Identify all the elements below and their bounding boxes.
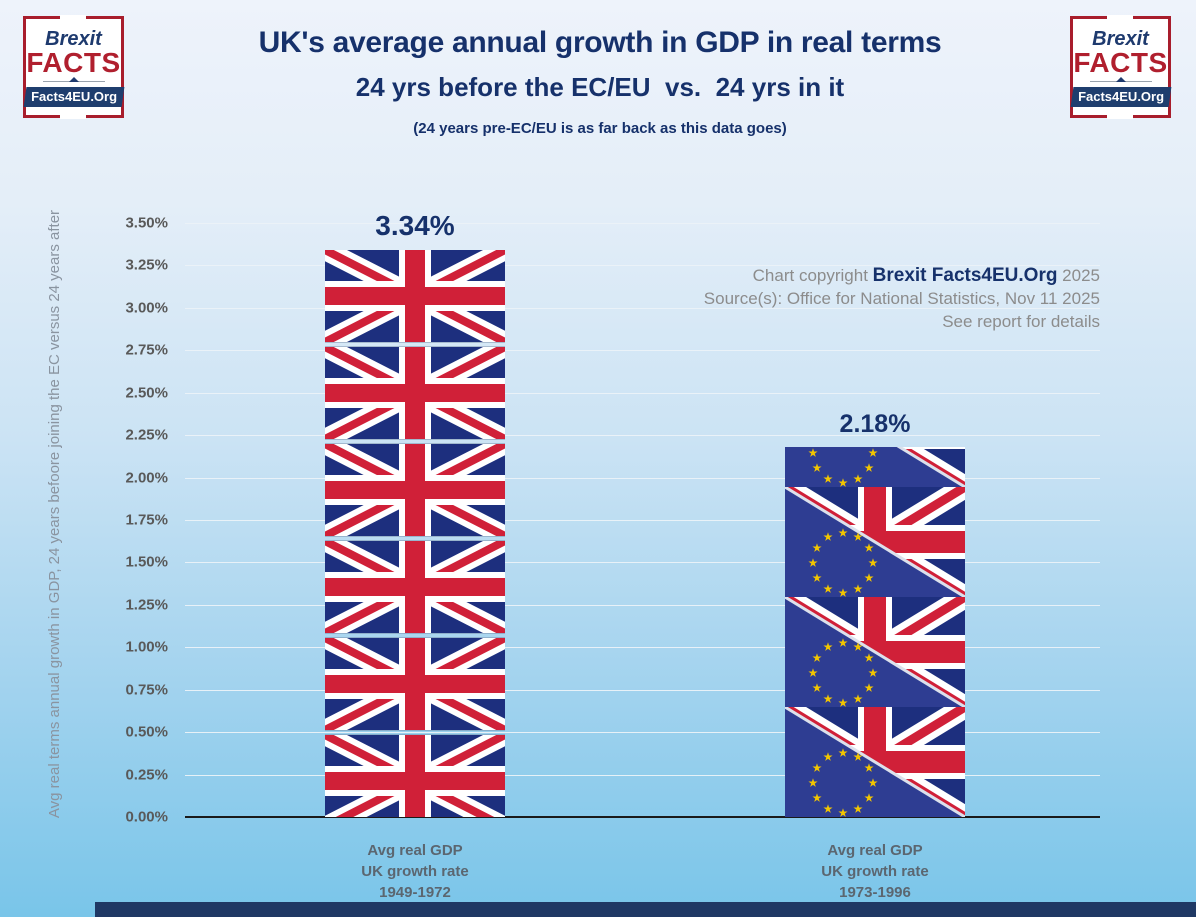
logo-banner: Facts4EU.Org	[23, 87, 124, 107]
y-tick-label: 1.25%	[125, 596, 168, 614]
union-jack-flag	[325, 637, 505, 731]
brexit-facts-logo-left: Brexit FACTS Facts4EU.Org	[23, 15, 124, 119]
logo-facts-text: FACTS	[26, 47, 121, 78]
triangle-icon	[1115, 77, 1126, 82]
union-jack-flag	[325, 734, 505, 817]
gridline	[185, 774, 1100, 776]
chart-note: (24 years pre-EC/EU is as far back as th…	[413, 120, 787, 137]
gridline	[185, 477, 1100, 479]
plot-area	[185, 223, 1100, 818]
logo-brexit-text: Brexit	[1092, 28, 1149, 50]
see-report-line: See report for details	[942, 312, 1100, 331]
logo-border-gap	[60, 114, 86, 119]
category-label-1949-1972: Avg real GDP UK growth rate 1949-1972	[361, 842, 469, 901]
gridline	[185, 392, 1100, 394]
gridline	[185, 307, 1100, 309]
eu-uk-split-flag	[785, 707, 965, 817]
eu-uk-split-flag	[785, 597, 965, 707]
bar-1949-1972: 3.34%	[325, 210, 505, 817]
logo-facts-text: FACTS	[1073, 47, 1168, 78]
category-label-1973-1996: Avg real GDP UK growth rate 1973-1996	[821, 842, 929, 901]
gridline	[185, 732, 1100, 734]
logo-brexit-text: Brexit	[45, 28, 102, 50]
gridline	[185, 265, 1100, 267]
y-tick-label: 3.00%	[125, 299, 168, 317]
gridline	[185, 604, 1100, 606]
y-tick-label: 0.25%	[125, 766, 168, 784]
brexit-facts-logo-right: Brexit FACTS Facts4EU.Org	[1070, 15, 1171, 119]
source-line: Source(s): Office for National Statistic…	[703, 289, 1100, 308]
y-tick-label: 2.50%	[125, 384, 168, 402]
logo-divider	[42, 77, 105, 82]
union-jack-flag	[325, 443, 505, 537]
logo-banner: Facts4EU.Org	[1070, 87, 1171, 107]
union-jack-flag	[325, 540, 505, 634]
y-tick-label: 3.50%	[125, 214, 168, 232]
y-tick-label: 1.75%	[125, 511, 168, 529]
eu-uk-flag-stack	[785, 447, 965, 817]
gridline	[185, 562, 1100, 564]
y-tick-label: 2.25%	[125, 426, 168, 444]
chart-subtitle: 24 yrs before the EC/EU vs. 24 yrs in it	[355, 72, 845, 102]
y-tick-label: 1.00%	[125, 638, 168, 656]
y-axis-tick-labels: 3.50% 3.25% 3.00% 2.75% 2.50% 2.25% 2.00% 1.75%…	[0, 215, 168, 826]
logo-divider	[1089, 77, 1152, 82]
y-tick-label: 2.75%	[125, 341, 168, 359]
copyright-block: Chart copyright Brexit Facts4EU.Org 2025…	[500, 264, 1100, 333]
y-tick-label: 3.25%	[125, 256, 168, 274]
gridline	[185, 223, 1100, 224]
logo-border-gap	[60, 15, 86, 20]
gridline	[185, 350, 1100, 352]
bar-value-label: 2.18%	[839, 410, 911, 438]
brand-name: Brexit Facts4EU.Org	[872, 265, 1058, 286]
gridline	[185, 435, 1100, 437]
union-jack-flag-stack	[325, 250, 505, 817]
y-tick-label: 2.00%	[125, 469, 168, 487]
chart-title: UK's average annual growth in GDP in rea…	[258, 26, 942, 59]
gridline	[185, 689, 1100, 691]
gridline	[185, 520, 1100, 521]
y-tick-label: 1.50%	[125, 553, 168, 571]
y-tick-label: 0.75%	[125, 681, 168, 699]
bar-1973-1996: 2.18%	[785, 410, 965, 817]
x-axis-line	[185, 816, 1100, 818]
copyright-line: Chart copyright Brexit Facts4EU.Org 2025	[752, 265, 1100, 286]
eu-uk-split-flag	[785, 487, 965, 597]
y-tick-label: 0.50%	[125, 723, 168, 741]
footer-bar	[95, 902, 1196, 917]
gridline	[185, 647, 1100, 649]
logo-border-gap	[1107, 114, 1133, 119]
y-tick-label: 0.00%	[125, 808, 168, 826]
logo-border-gap	[1107, 15, 1133, 20]
union-jack-flag	[325, 250, 505, 343]
bar-value-label: 3.34%	[375, 210, 455, 241]
eu-uk-split-flag	[785, 447, 965, 487]
triangle-icon	[68, 77, 79, 82]
union-jack-flag	[325, 346, 505, 440]
